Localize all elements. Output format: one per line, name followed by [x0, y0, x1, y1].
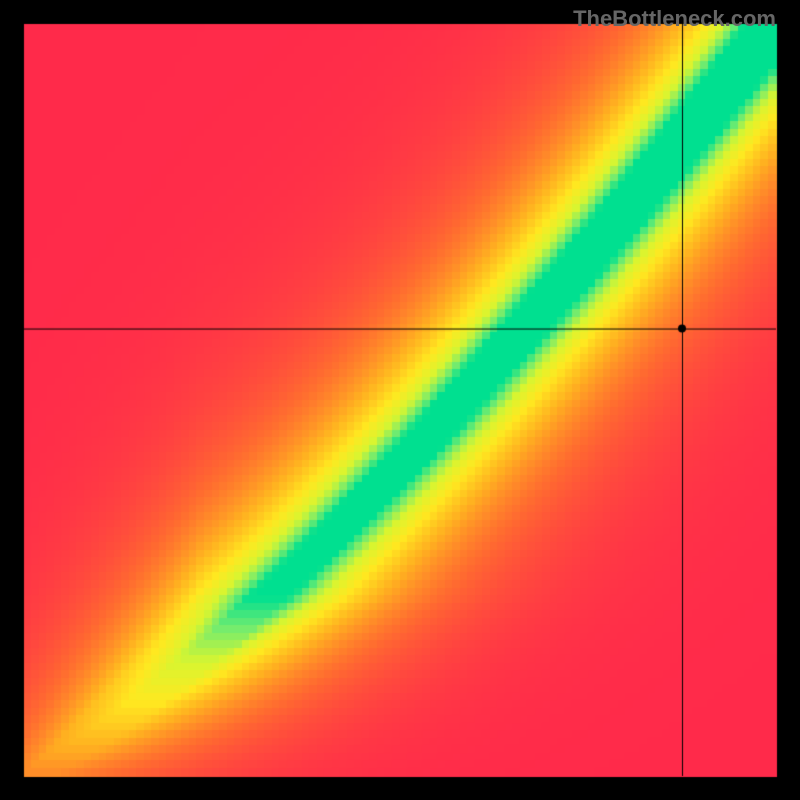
chart-container: TheBottleneck.com — [0, 0, 800, 800]
watermark-text: TheBottleneck.com — [573, 6, 776, 32]
heatmap-canvas — [0, 0, 800, 800]
